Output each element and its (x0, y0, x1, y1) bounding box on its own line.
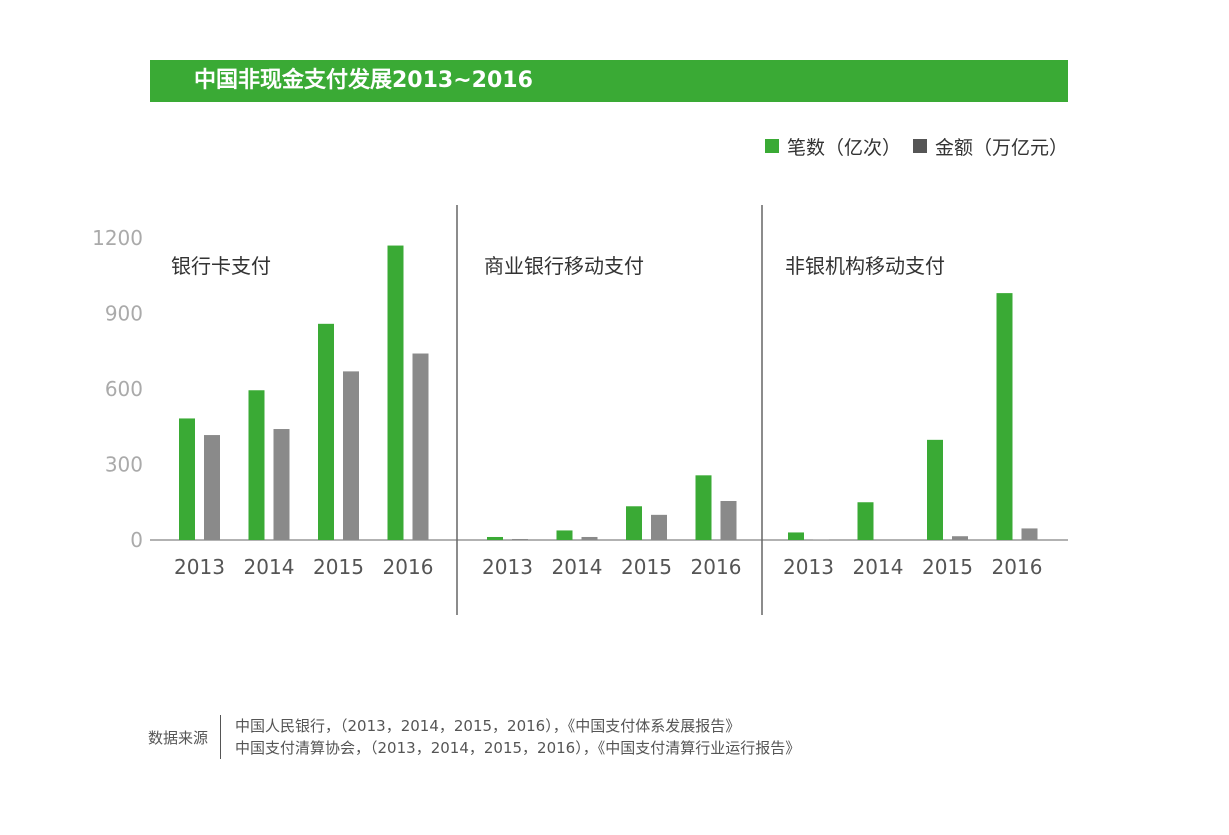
bar-amount (412, 353, 429, 540)
bar-count (788, 532, 804, 540)
x-tick-label: 2014 (552, 555, 603, 579)
panel-title: 商业银行移动支付 (484, 254, 644, 278)
x-tick-label: 2015 (621, 555, 672, 579)
bar-count (927, 439, 943, 540)
source-lines: 中国人民银行，（2013，2014，2015，2016），《中国支付体系发展报告… (235, 715, 800, 759)
y-tick-label: 0 (130, 528, 143, 552)
x-tick-label: 2015 (922, 555, 973, 579)
bar-amount (720, 500, 737, 540)
x-tick-label: 2013 (482, 555, 533, 579)
bar-count (487, 536, 503, 540)
panel-title: 非银机构移动支付 (785, 254, 945, 278)
x-tick-label: 2016 (992, 555, 1043, 579)
source-label: 数据来源 (148, 728, 209, 747)
bar-amount (204, 435, 220, 540)
x-tick-label: 2016 (383, 555, 434, 579)
x-tick-label: 2015 (313, 555, 364, 579)
bar-amount (651, 514, 667, 540)
bar-amount (952, 536, 968, 540)
legend-label-amount: 金额（万亿元） (934, 136, 1068, 159)
legend-label-count: 笔数（亿次） (786, 136, 901, 159)
legend-swatch-count (764, 139, 779, 153)
x-tick-label: 2013 (174, 555, 225, 579)
panel-title: 银行卡支付 (171, 254, 271, 278)
x-tick-label: 2013 (783, 555, 834, 579)
source-line: 中国人民银行，（2013，2014，2015，2016），《中国支付体系发展报告… (235, 717, 741, 735)
legend: 笔数（亿次） 金额（万亿元） (764, 132, 1068, 160)
data-source: 数据来源 中国人民银行，（2013，2014，2015，2016），《中国支付体… (148, 715, 800, 759)
bar-count (179, 418, 195, 540)
y-tick-label: 1200 (92, 226, 143, 250)
title-bar: 中国非现金支付发展2013~2016 (150, 60, 1068, 102)
y-tick-label: 300 (105, 453, 143, 477)
x-tick-label: 2016 (691, 555, 742, 579)
bar-amount (1021, 528, 1038, 540)
bar-count (857, 502, 874, 540)
bar-amount (512, 538, 528, 540)
bar-amount (343, 371, 359, 540)
y-tick-label: 600 (105, 377, 143, 401)
bar-count (387, 245, 404, 541)
bar-count (626, 506, 642, 540)
x-tick-label: 2014 (244, 555, 295, 579)
bar-count (695, 475, 712, 540)
bar-amount (273, 429, 290, 540)
bar-count (556, 530, 573, 540)
legend-swatch-amount (912, 139, 927, 153)
bar-count (996, 293, 1013, 540)
source-divider (220, 715, 222, 759)
bar-amount (581, 536, 598, 540)
x-tick-label: 2014 (853, 555, 904, 579)
chart-title: 中国非现金支付发展2013~2016 (194, 68, 533, 93)
bar-count (318, 323, 334, 540)
y-tick-label: 900 (105, 302, 143, 326)
source-line: 中国支付清算协会，（2013，2014，2015，2016），《中国支付清算行业… (235, 739, 801, 757)
bar-count (248, 390, 265, 540)
